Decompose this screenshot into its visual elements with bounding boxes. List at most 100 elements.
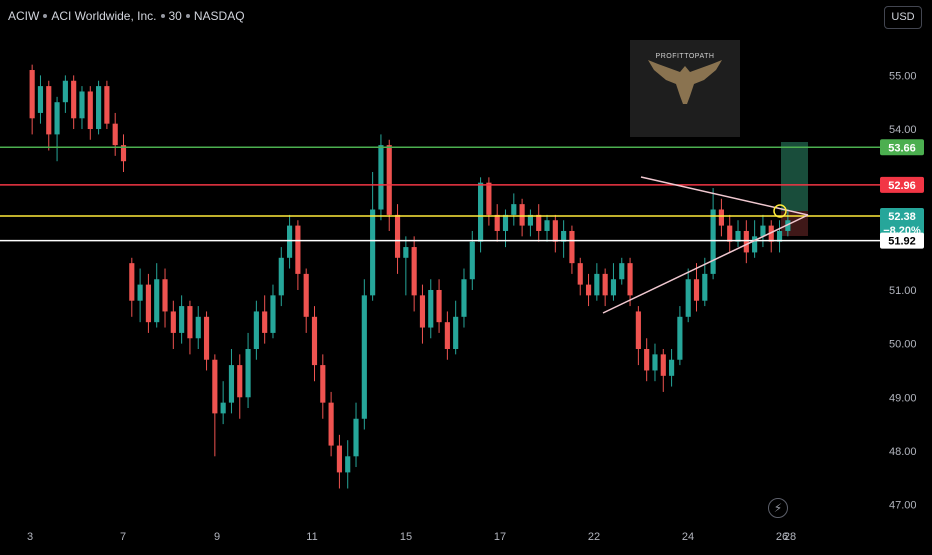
candle [428, 279, 434, 339]
candle [129, 257, 135, 317]
candle [677, 306, 683, 366]
candle [594, 263, 600, 301]
candle-body [411, 247, 417, 296]
candle [170, 300, 176, 349]
candle-body [345, 456, 351, 473]
candle [320, 354, 326, 419]
price-axis[interactable]: 55.0054.0053.0052.0051.0050.0049.0048.00… [889, 70, 917, 511]
candle-body [444, 322, 450, 349]
candle [29, 64, 35, 135]
candle-body [469, 241, 475, 280]
candle [785, 209, 791, 237]
eagle-icon [648, 60, 722, 104]
candle-body [378, 145, 384, 210]
candle-body [104, 86, 110, 124]
candle [727, 214, 733, 253]
candle [145, 273, 151, 333]
candle-body [693, 279, 700, 301]
candle [436, 279, 442, 333]
red-level-price-tag: 52.96 [880, 176, 924, 193]
candle [735, 220, 741, 248]
price-levels [0, 146, 880, 242]
candle-body [760, 225, 766, 237]
candle [519, 198, 525, 237]
candle-body [619, 263, 625, 280]
candle [627, 257, 633, 307]
candle [112, 112, 118, 156]
candle [743, 220, 749, 264]
time-tick-label: 26 [776, 531, 788, 543]
candle [37, 75, 44, 124]
candle [635, 306, 641, 366]
time-tick-label: 11 [306, 531, 317, 543]
triangle-pattern[interactable] [602, 176, 809, 314]
candle [345, 440, 351, 489]
price-tag-label: 52.96 [888, 180, 916, 192]
candle-body [170, 311, 176, 333]
candle-body [478, 182, 484, 242]
candle-body [594, 273, 600, 296]
time-tick-label: 7 [120, 531, 126, 543]
candle [544, 214, 550, 242]
candle [253, 300, 259, 360]
lightning-icon[interactable]: ⚡ [768, 498, 788, 518]
candle-body [79, 91, 85, 119]
candle-body [776, 230, 783, 242]
candle-body [644, 349, 650, 371]
candle-body [195, 316, 201, 339]
price-tag-label: 53.66 [888, 142, 916, 154]
candle [212, 354, 218, 457]
candle-body [71, 80, 77, 119]
candle-body [112, 123, 118, 146]
candle-body [311, 316, 318, 366]
candle-body [461, 279, 467, 317]
candle-body [585, 284, 592, 296]
currency-button[interactable]: USD [884, 6, 922, 29]
candle-body [237, 365, 243, 398]
candle-body [527, 214, 533, 226]
candle [602, 268, 608, 307]
candle-body [203, 316, 210, 360]
candle-body [62, 80, 68, 103]
candle [287, 214, 293, 269]
candle-body [718, 209, 724, 226]
candle [245, 332, 251, 409]
candle-body [37, 86, 44, 113]
candle [137, 268, 143, 323]
price-tick-label: 54.00 [889, 124, 917, 136]
time-tick-label: 17 [494, 531, 506, 543]
separator-dot [185, 13, 190, 18]
candle-body [303, 273, 309, 317]
symbol-title[interactable]: ACIW ACI Worldwide, Inc. 30 NASDAQ [8, 9, 245, 23]
candle-body [785, 220, 791, 231]
candle [569, 225, 575, 274]
candle [237, 354, 243, 419]
candle [311, 306, 318, 382]
candle-body [295, 225, 301, 274]
current-price-tag: 52.38−8.20% [880, 207, 924, 238]
candle [79, 86, 85, 130]
price-tick-label: 48.00 [889, 446, 917, 458]
candle [577, 257, 583, 296]
candle-body [511, 204, 517, 215]
candle-body [419, 295, 426, 328]
candle [220, 381, 226, 425]
candle-body [245, 349, 251, 398]
candle-body [154, 279, 160, 323]
candle [511, 193, 517, 226]
candle [203, 311, 210, 371]
price-tag-label: 52.38 [888, 211, 916, 223]
candle [768, 220, 774, 253]
candle [552, 214, 558, 253]
price-tag-bg [880, 139, 924, 156]
candle [411, 236, 417, 312]
candle [585, 273, 592, 307]
candle-body [536, 214, 542, 231]
candle [336, 434, 342, 489]
candle-body [54, 102, 60, 135]
candle [702, 257, 708, 307]
candle-body [29, 70, 35, 119]
